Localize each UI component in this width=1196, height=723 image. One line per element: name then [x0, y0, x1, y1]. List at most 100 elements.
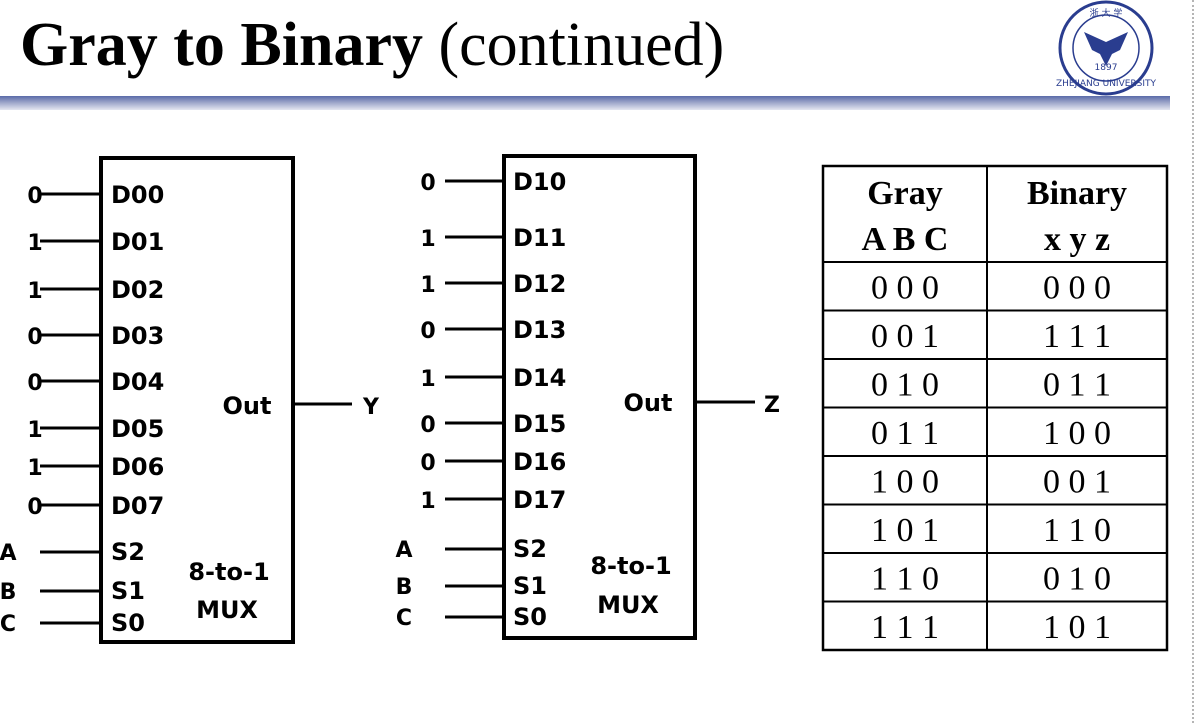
- mux1-input-value: 0: [27, 325, 42, 350]
- mux1-data-input: 0 D04: [27, 368, 164, 396]
- table-header-title: Gray: [867, 175, 943, 212]
- mux2-select-signal: C: [396, 606, 412, 631]
- mux1-select-signal: C: [0, 612, 16, 637]
- mux2-input-value: 1: [420, 227, 435, 252]
- mux1-data-input: 1 D01: [27, 228, 164, 256]
- table-cell-binary: 1 1 1: [1043, 318, 1111, 355]
- table-header-title: Binary: [1027, 175, 1127, 212]
- table-cell-gray: 1 1 0: [871, 560, 939, 597]
- mux2-select-input: C S0: [396, 603, 547, 631]
- mux2-select-inputs: A S2 B S1 C S0: [395, 535, 547, 631]
- title-bold-part: Gray to Binary: [20, 11, 423, 79]
- mux2-input-label: D12: [513, 270, 566, 298]
- mux2-select-label: S0: [513, 603, 547, 631]
- mux1-data-inputs: 0 D00 1 D01 1 D02 0 D03 0 D04 1 D05 1 D06 0 D07: [27, 181, 164, 520]
- mux2: 0 D10 1 D11 1 D12 0 D13 1 D14 0 D15 0 D16 1 D17 A S2 B S1 C…: [395, 154, 780, 640]
- mux2-data-input: 1 D11: [420, 224, 566, 252]
- mux1-input-value: 1: [27, 279, 42, 304]
- mux1-input-label: D05: [111, 415, 164, 443]
- mux2-data-input: 0 D16: [420, 448, 566, 476]
- slide-title: Gray to Binary (continued): [20, 14, 724, 76]
- mux1-input-value: 0: [27, 495, 42, 520]
- table-cell-gray: 0 0 1: [871, 318, 939, 355]
- mux1-select-signal: A: [0, 541, 17, 566]
- mux2-select-input: A S2: [395, 535, 547, 563]
- mux1-out-label: Out: [223, 392, 272, 420]
- mux1-select-label: S0: [111, 609, 145, 637]
- mux1-data-input: 1 D05: [27, 415, 164, 443]
- table-cell-binary: 1 1 0: [1043, 512, 1111, 549]
- eagle-emblem-icon: [1084, 32, 1128, 66]
- mux1-input-value: 0: [27, 371, 42, 396]
- mux2-data-input: 0 D13: [420, 316, 566, 344]
- mux2-type-line2: MUX: [597, 591, 659, 619]
- table-cell-binary: 0 1 0: [1043, 560, 1111, 597]
- mux1-select-label: S2: [111, 538, 145, 566]
- zhejiang-university-logo: 浙 大 学 1897 ZHEJIANG UNIVERSITY: [1056, 0, 1157, 96]
- mux2-input-value: 1: [420, 273, 435, 298]
- table-cell-binary: 1 0 1: [1043, 609, 1111, 646]
- mux1-input-value: 1: [27, 456, 42, 481]
- mux1-select-label: S1: [111, 577, 145, 605]
- mux2-type-line1: 8-to-1: [590, 552, 671, 580]
- mux2-body: [502, 154, 697, 640]
- mux2-input-label: D10: [513, 168, 566, 196]
- mux1-input-value: 1: [27, 418, 42, 443]
- table-cell-gray: 1 1 1: [871, 609, 939, 646]
- mux2-output-z: Z: [764, 393, 780, 418]
- mux1-input-value: 0: [27, 184, 42, 209]
- mux2-input-value: 1: [420, 489, 435, 514]
- mux1: 0 D00 1 D01 1 D02 0 D03 0 D04 1 D05 1 D06 0 D07 A S2 B S1 C…: [0, 156, 380, 644]
- mux1-data-input: 0 D03: [27, 322, 164, 350]
- table-cell-binary: 0 1 1: [1043, 366, 1111, 403]
- mux2-input-label: D11: [513, 224, 566, 252]
- mux2-data-input: 0 D10: [420, 168, 566, 196]
- mux2-data-input: 1 D17: [420, 486, 566, 514]
- mux1-data-input: 1 D06: [27, 453, 164, 481]
- mux2-data-input: 1 D14: [420, 364, 566, 392]
- title-rest-part: (continued): [438, 11, 725, 79]
- mux1-output-y: Y: [362, 395, 380, 420]
- mux2-input-label: D16: [513, 448, 566, 476]
- mux2-select-label: S1: [513, 572, 547, 600]
- mux1-select-input: B S1: [0, 577, 145, 605]
- table-cell-gray: 0 0 0: [871, 269, 939, 306]
- mux1-type-line2: MUX: [196, 596, 258, 624]
- table-header-variables: A B C: [862, 221, 949, 258]
- title-underline: [0, 96, 1170, 110]
- mux2-input-label: D17: [513, 486, 566, 514]
- mux1-body: [99, 156, 295, 644]
- table-cell-gray: 1 0 1: [871, 512, 939, 549]
- mux1-input-label: D03: [111, 322, 164, 350]
- mux2-input-label: D13: [513, 316, 566, 344]
- mux2-data-input: 1 D12: [420, 270, 566, 298]
- mux1-select-inputs: A S2 B S1 C S0: [0, 538, 145, 637]
- mux2-input-value: 1: [420, 367, 435, 392]
- table-cell-binary: 1 0 0: [1043, 415, 1111, 452]
- mux2-input-value: 0: [420, 171, 435, 196]
- table-cell-gray: 0 1 0: [871, 366, 939, 403]
- mux1-select-input: A S2: [0, 538, 145, 566]
- mux1-data-input: 1 D02: [27, 276, 164, 304]
- table-cell-binary: 0 0 1: [1043, 463, 1111, 500]
- mux2-select-signal: B: [396, 575, 413, 600]
- slide-edge-divider: [1192, 0, 1194, 723]
- logo-university-name: ZHEJIANG UNIVERSITY: [1056, 79, 1157, 89]
- mux1-data-input: 0 D07: [27, 492, 164, 520]
- logo-year: 1897: [1095, 63, 1118, 73]
- table-cell-gray: 0 1 1: [871, 415, 939, 452]
- mux2-input-value: 0: [420, 413, 435, 438]
- mux2-data-inputs: 0 D10 1 D11 1 D12 0 D13 1 D14 0 D15 0 D16 1 D17: [420, 168, 566, 514]
- mux2-select-label: S2: [513, 535, 547, 563]
- gray-binary-truth-table: Gray A B C Binary x y z 0 0 0 0 0 0 0 0 1 1 1 1…: [821, 164, 1169, 652]
- mux1-input-label: D00: [111, 181, 164, 209]
- mux2-select-signal: A: [395, 538, 412, 563]
- mux2-select-input: B S1: [396, 572, 547, 600]
- logo-glyph: 浙 大 学: [1090, 7, 1123, 19]
- mux1-input-value: 1: [27, 231, 42, 256]
- mux2-data-input: 0 D15: [420, 410, 566, 438]
- mux1-input-label: D06: [111, 453, 164, 481]
- mux2-input-value: 0: [420, 319, 435, 344]
- mux1-input-label: D01: [111, 228, 164, 256]
